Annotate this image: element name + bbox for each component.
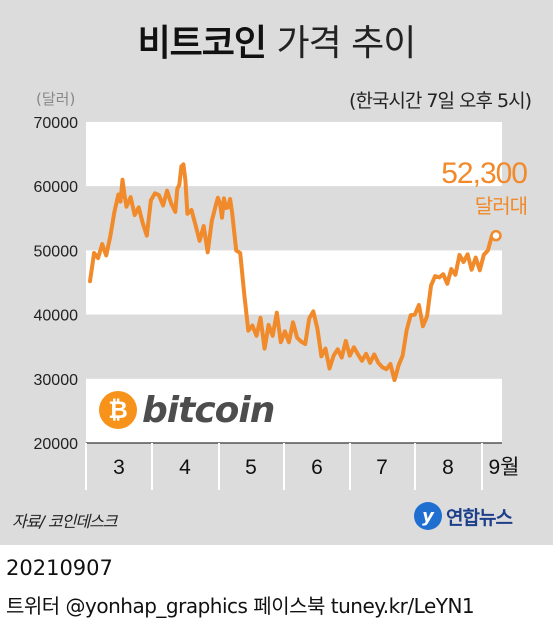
price-line xyxy=(88,162,498,383)
y-tick-label: 50000 xyxy=(34,243,79,260)
agency-logo-icon: y xyxy=(414,502,442,530)
footer-date: 20210907 xyxy=(6,556,113,580)
bitcoin-coin-icon xyxy=(99,391,137,429)
agency-logo-text: 연합뉴스 xyxy=(446,506,513,529)
time-note: (한국시간 7일 오후 5시) xyxy=(349,90,532,112)
end-point-marker xyxy=(490,229,502,242)
x-tick-label: 6 xyxy=(311,456,323,479)
callout-unit: 달러대 xyxy=(475,194,527,218)
y-unit-label: (달러) xyxy=(36,90,76,108)
agency-logo: y 연합뉴스 xyxy=(414,499,513,533)
x-tick-label: 4 xyxy=(179,456,191,479)
y-band xyxy=(86,250,502,315)
title-light: 가격 추이 xyxy=(276,23,417,64)
y-tick-label: 30000 xyxy=(34,372,79,389)
y-tick-label: 60000 xyxy=(34,179,79,196)
x-tick-label: 9월 xyxy=(489,456,520,479)
y-tick-label: 20000 xyxy=(34,436,79,453)
y-band xyxy=(86,378,502,443)
footer-credit: 트위터 @yonhap_graphics 페이스북 tuney.kr/LeYN1 xyxy=(6,594,475,618)
y-tick-label: 40000 xyxy=(34,308,79,325)
callout-value: 52,300 xyxy=(441,157,527,190)
x-tick-label: 5 xyxy=(245,456,257,479)
y-tick-label: 70000 xyxy=(34,115,79,132)
x-tick-label: 7 xyxy=(376,456,388,479)
y-band xyxy=(86,186,502,251)
bitcoin-symbol: ₿ xyxy=(108,396,128,424)
x-axis: 3 4 5 6 7 8 9월 xyxy=(85,442,520,490)
source-label: 자료/ 코인데스크 xyxy=(12,512,118,531)
bitcoin-logo: ₿ bitcoin xyxy=(99,390,275,431)
y-tick-labels: 70000 60000 50000 40000 30000 20000 xyxy=(34,115,79,453)
y-band xyxy=(86,122,502,187)
bitcoin-wordmark: bitcoin xyxy=(142,390,274,431)
chart-bands xyxy=(86,122,502,443)
x-tick-label: 3 xyxy=(113,456,125,479)
page-title: 비트코인 가격 추이 xyxy=(0,14,553,66)
title-bold: 비트코인 xyxy=(137,23,267,64)
x-tick-label: 8 xyxy=(442,456,454,479)
